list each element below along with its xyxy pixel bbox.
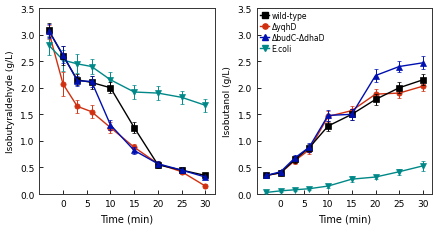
X-axis label: Time (min): Time (min) (101, 213, 154, 224)
Legend: wild-type, ΔyqhD, ΔbudC-ΔdhaD, E.coli: wild-type, ΔyqhD, ΔbudC-ΔdhaD, E.coli (259, 11, 326, 54)
X-axis label: Time (min): Time (min) (318, 213, 371, 224)
Y-axis label: Isobutanol (g/L): Isobutanol (g/L) (223, 66, 232, 137)
Y-axis label: Isobutyraldehyde (g/L): Isobutyraldehyde (g/L) (6, 51, 14, 153)
